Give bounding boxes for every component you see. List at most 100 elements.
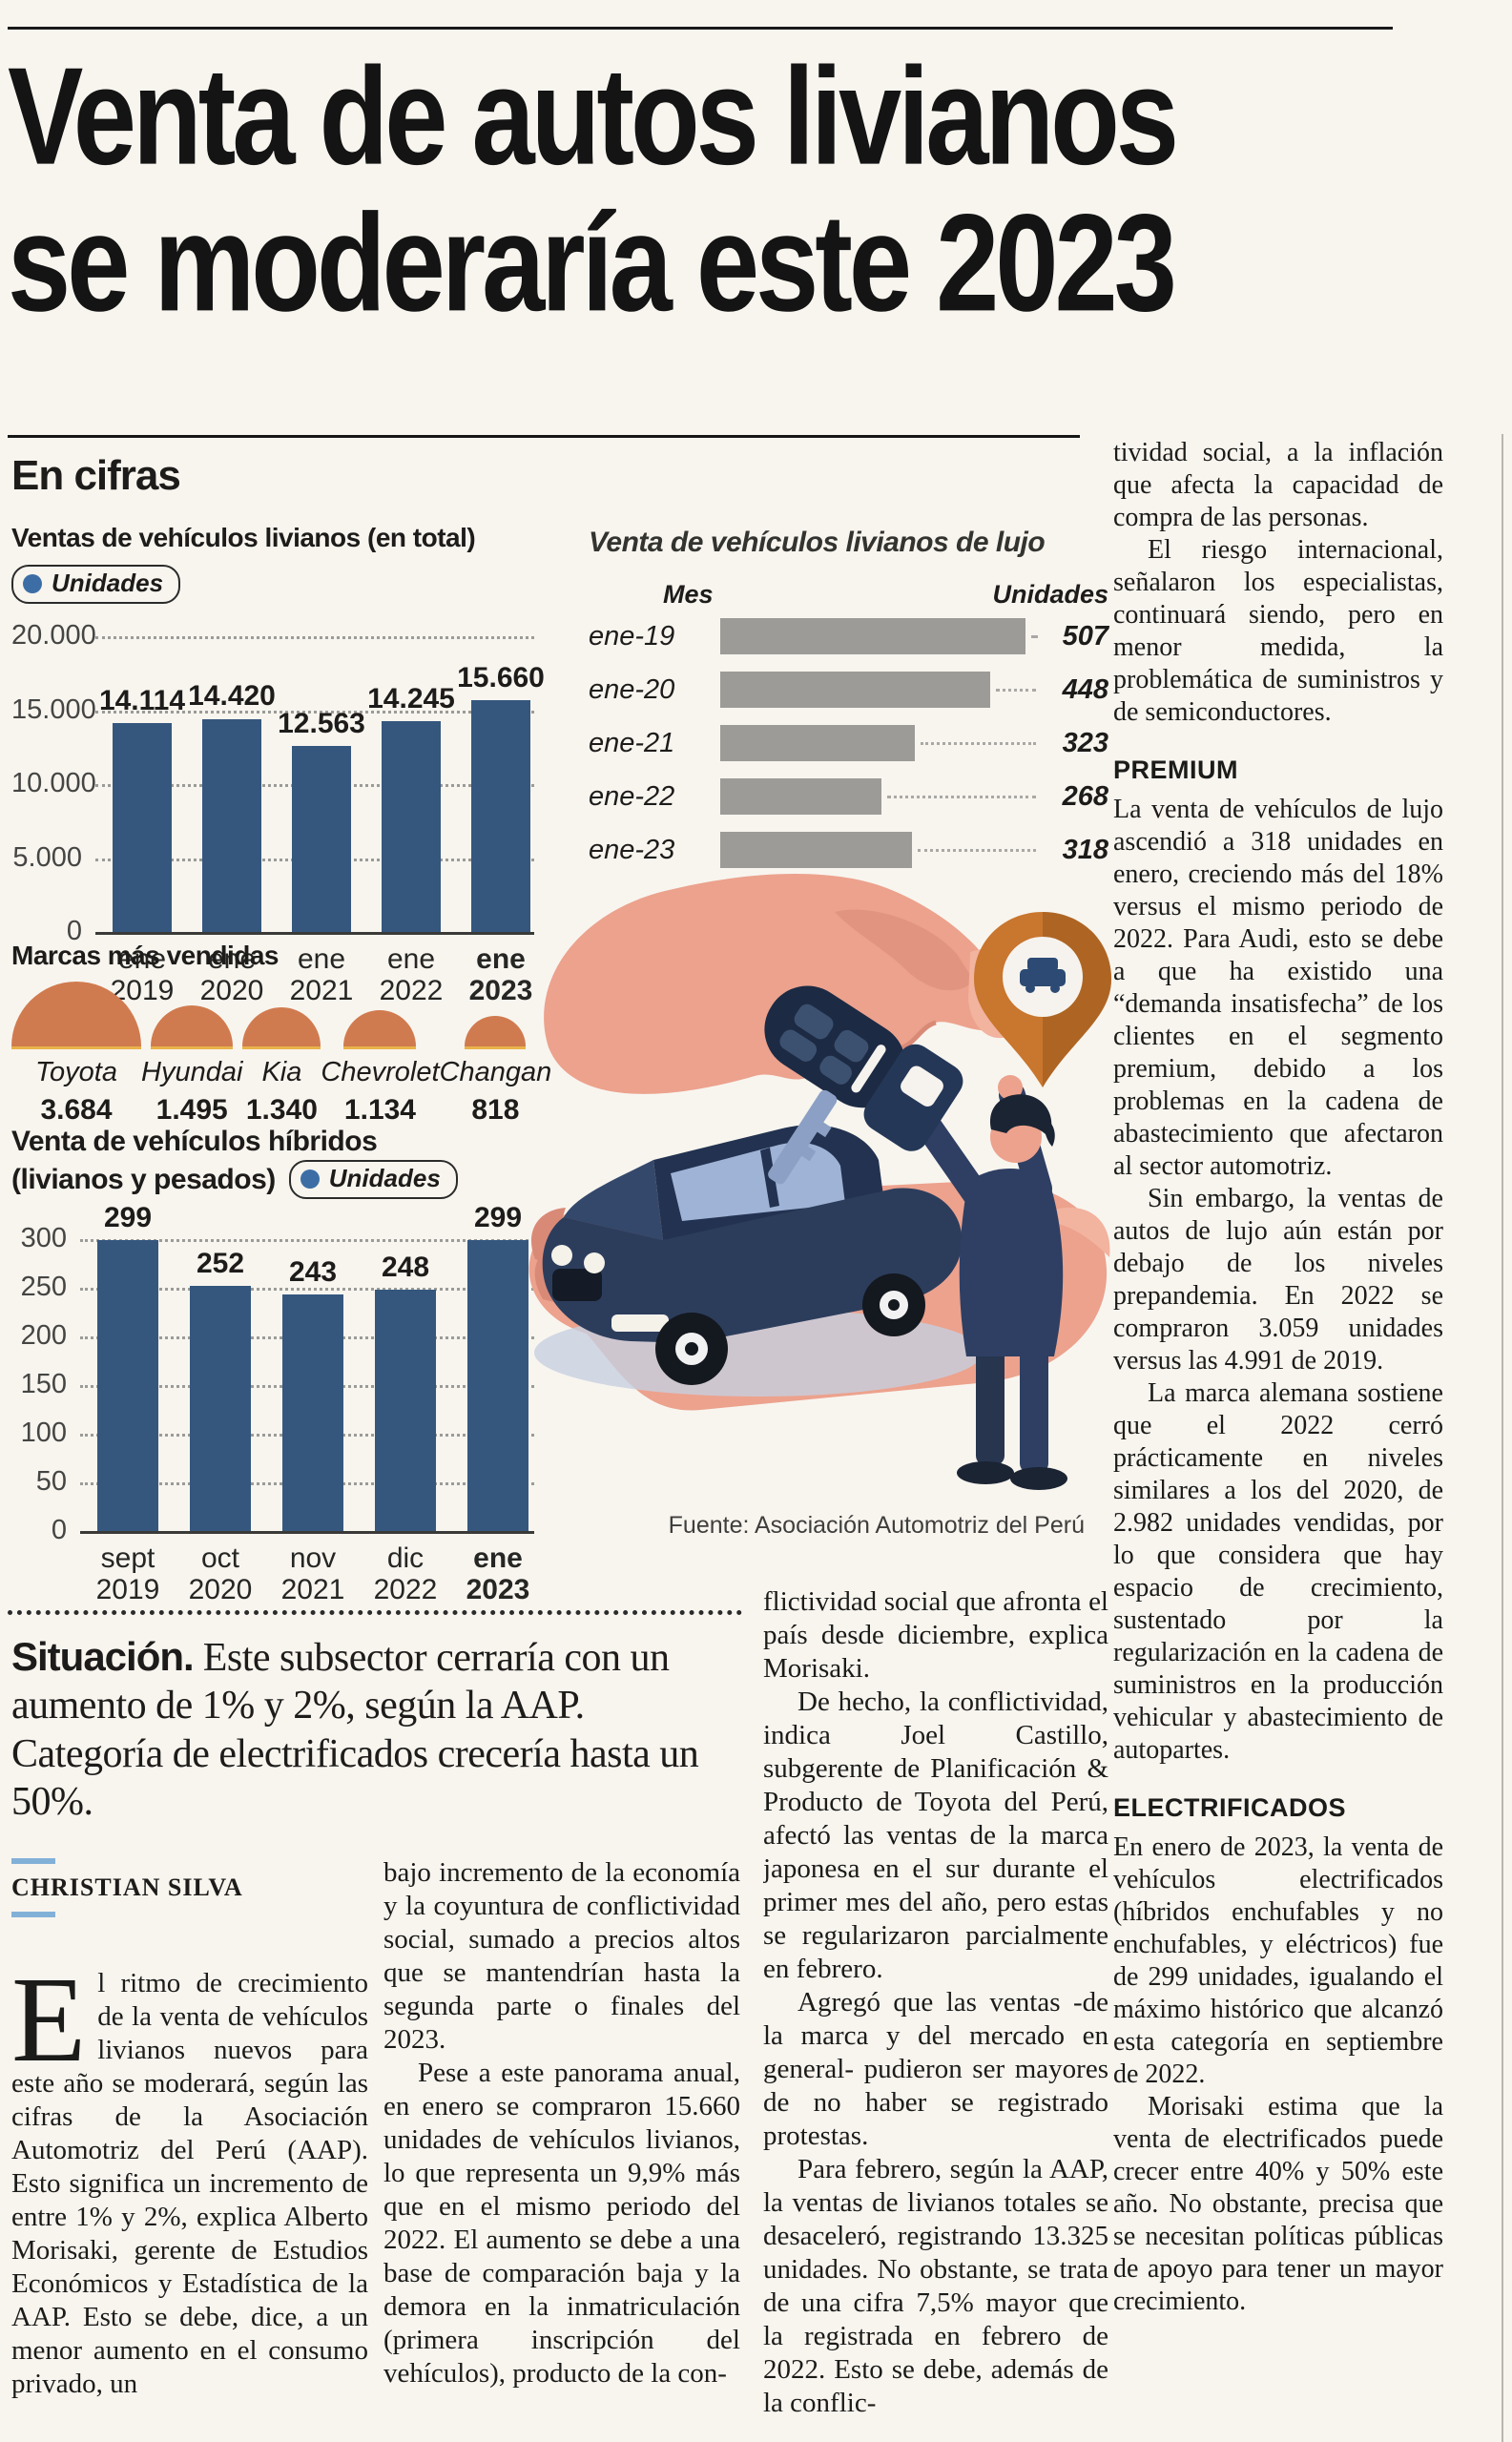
article-paragraph: En enero de 2023, la venta de vehículos … (1113, 1832, 1443, 2089)
bar (471, 700, 530, 932)
article-paragraph: Morisaki estima que la venta de electrif… (1113, 2092, 1443, 2316)
top-rule (8, 27, 1393, 30)
y-tick-label: 100 (20, 1418, 67, 1448)
chart-source: Fuente: Asociación Automotriz del Perú (668, 1512, 1085, 1539)
section-title: En cifras (11, 452, 181, 499)
chart-luxury-headers: Mes Unidades (589, 580, 1108, 610)
chart-totals-plot: 20.000 15.000 10.000 5.000 0 14.114 ene 2019 14.… (11, 619, 545, 1020)
row-label: ene-20 (589, 673, 675, 705)
standfirst-text: Este subsector cerraría con un aumento d… (11, 1636, 699, 1825)
brand-value: 1.495 (155, 1094, 228, 1126)
person-icon (902, 1075, 1067, 1490)
brand-item: Changan 818 (439, 981, 552, 1127)
bar (720, 778, 882, 815)
brand-arc-box (141, 981, 242, 1049)
row-value: 318 (1062, 834, 1108, 865)
gridline (80, 1288, 534, 1291)
table-row: ene-22 268 (589, 770, 1108, 823)
dotted-leader (917, 848, 1036, 852)
bar-value-label: 15.660 (457, 662, 545, 694)
bar (720, 618, 1025, 654)
byline-dash-icon (11, 1858, 55, 1864)
x-category-label: ene 2021 (289, 943, 354, 1006)
byline: CHRISTIAN SILVA (11, 1858, 243, 1917)
semicircle-icon (242, 1007, 321, 1049)
bar-value-label: 252 (196, 1247, 245, 1279)
byline-dash-icon (11, 1912, 55, 1917)
x-category-label: ene 2023 (466, 1542, 530, 1605)
x-category-label: ene 2020 (199, 943, 264, 1006)
legend-dot-icon (23, 573, 42, 593)
section-subhead: PREMIUM (1113, 755, 1238, 784)
byline-name: CHRISTIAN SILVA (11, 1873, 243, 1901)
table-row: ene-19 507 (589, 610, 1108, 663)
section-rule (8, 435, 1080, 438)
gridline (80, 1239, 534, 1242)
article-column-3: flictividad social que afronta el país d… (763, 1585, 1108, 2442)
row-value: 448 (1062, 673, 1108, 705)
article-paragraph: La marca alemana sostiene que el 2022 ce… (1113, 1378, 1443, 1765)
standfirst: Situación. Este subsector cerraría con u… (11, 1633, 729, 1827)
chart-totals: Ventas de vehículos livianos (en total) … (11, 523, 545, 1020)
chart-luxury: Venta de vehículos livianos de lujo Mes … (589, 527, 1108, 877)
x-category-label: dic 2022 (373, 1542, 438, 1605)
x-category-label: nov 2021 (280, 1542, 345, 1605)
row-label: ene-22 (589, 780, 675, 812)
row-label: ene-23 (589, 834, 675, 865)
bar (190, 1285, 251, 1531)
bar-value-label: 12.563 (278, 708, 365, 740)
bar-value-label: 14.420 (188, 680, 276, 713)
brand-arc-box (440, 981, 552, 1049)
dotted-rule (8, 1610, 742, 1615)
article-paragraph: Sin embargo, la ventas de autos de lujo … (1113, 1184, 1443, 1376)
legend-label: Unidades (52, 569, 164, 597)
car-location-pin-icon (974, 912, 1111, 1087)
y-tick-label: 250 (20, 1272, 67, 1302)
brand-value: 1.340 (245, 1094, 318, 1126)
article-paragraph: Para febrero, según la AAP, la ventas de… (763, 2154, 1108, 2418)
article-paragraph: El riesgo internacional, señalaron los e… (1113, 535, 1443, 727)
drop-cap: E (11, 1967, 87, 2087)
semicircle-icon (465, 1016, 527, 1049)
brand-value: 3.684 (40, 1094, 113, 1126)
x-category-label: ene 2022 (379, 943, 444, 1006)
chart-hybrids-legend: Unidades (288, 1160, 458, 1199)
right-column: tividad social, a la inflación que afect… (1113, 437, 1443, 2442)
bar (375, 1290, 436, 1531)
row-value: 268 (1062, 780, 1108, 812)
chart-luxury-title: Venta de vehículos livianos de lujo (589, 527, 1046, 558)
gridline (95, 932, 534, 935)
bar (97, 1240, 158, 1531)
legend-dot-icon (300, 1169, 320, 1189)
col-header-unidades: Unidades (992, 580, 1108, 609)
bar-zone (720, 823, 1042, 877)
chart-totals-legend: Unidades (11, 565, 181, 604)
semicircle-icon (151, 1005, 234, 1049)
brand-name: Chevrolet (321, 1057, 440, 1087)
bar-zone (720, 663, 1042, 716)
car-icon (542, 1125, 963, 1385)
section-subhead: ELECTRIFICADOS (1113, 1793, 1347, 1822)
table-row: ene-21 323 (589, 716, 1108, 770)
chart-hybrids-plot: 300 250 200 150 100 50 0 299 sept 2019 252 oct 2020 2… (11, 1202, 534, 1638)
chart-brands-title: Marcas más vendidas (11, 941, 280, 970)
brand-arc-box (11, 981, 141, 1049)
x-category-label: oct 2020 (188, 1542, 253, 1605)
brand-arc-box (321, 981, 439, 1049)
y-tick-label: 0 (51, 1515, 67, 1545)
bar (113, 723, 172, 932)
bar (720, 725, 915, 761)
bar-value-label: 14.114 (98, 685, 186, 717)
chart-brands: Marcas más vendidas Toyota 3.684 Hyundai 1.… (11, 941, 551, 1127)
bar-zone (720, 610, 1042, 663)
brand-name: Changan (439, 1057, 552, 1087)
y-tick-label: 50 (35, 1466, 67, 1497)
article-paragraph: bajo incremento de la economía y la coyu… (383, 1857, 740, 2055)
table-row: ene-23 318 (589, 823, 1108, 877)
bar-zone (720, 716, 1042, 770)
semicircle-icon (343, 1010, 417, 1049)
chart-luxury-rows: ene-19 507 ene-20 448 ene-21 323 ene-22 268 ene-… (589, 610, 1108, 877)
col-header-mes: Mes (663, 580, 714, 609)
bar-value-label: 299 (473, 1202, 523, 1234)
